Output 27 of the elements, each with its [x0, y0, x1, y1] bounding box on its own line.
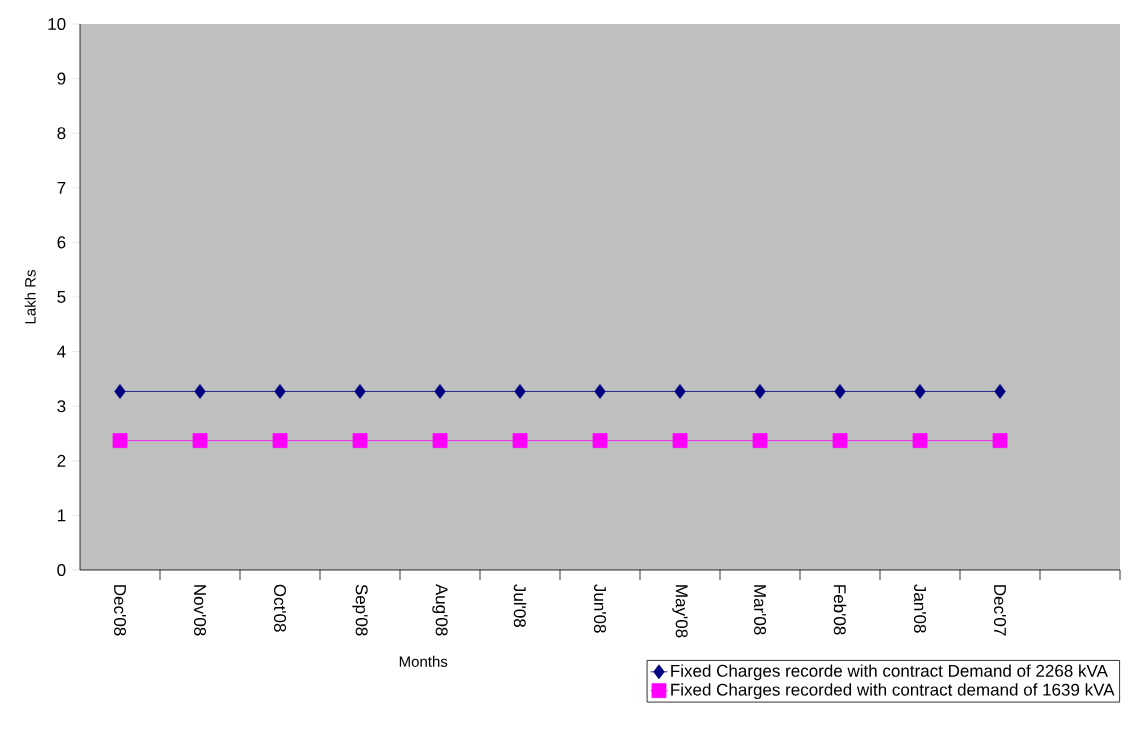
x-tick-label: Jun'08	[593, 584, 607, 633]
x-tick-label: Dec'07	[993, 585, 1007, 636]
y-tick-label: 4	[57, 345, 66, 358]
y-tick-label: 5	[57, 291, 66, 303]
y-tick-label: 7	[57, 181, 66, 194]
y-tick-label: 6	[57, 236, 66, 249]
y-tick-label: 3	[57, 400, 66, 413]
y-tick-label: 2	[57, 454, 66, 467]
legend-label: Fixed Charges recorde with contract Demand of 2268 kVA	[671, 664, 1108, 681]
x-tick-label: Aug'08	[432, 583, 448, 636]
x-tick-label: Nov'08	[193, 585, 207, 636]
legend-label: Fixed Charges recorded with contract demand of 1639 kVA	[671, 683, 1115, 700]
y-tick-label: 0	[57, 563, 66, 577]
x-tick-label: Sep'08	[352, 584, 368, 636]
x-tick-label: Jan'08	[913, 584, 927, 633]
x-tick-label: Jul'08	[513, 584, 527, 628]
y-axis-title: Lakh Rs	[24, 270, 36, 324]
y-tick-label: 9	[57, 72, 66, 85]
x-axis-title: Months	[399, 655, 448, 667]
x-tick-label: Oct'08	[273, 584, 287, 632]
y-tick-label: 8	[57, 127, 66, 140]
x-tick-label: Feb'08	[833, 585, 847, 635]
y-tick-label: 10	[48, 17, 66, 31]
y-tick-label: 1	[57, 509, 66, 522]
x-tick-label: Mar'08	[753, 585, 767, 635]
x-tick-label: May'08	[672, 585, 688, 638]
x-tick-label: Dec'08	[113, 585, 127, 636]
